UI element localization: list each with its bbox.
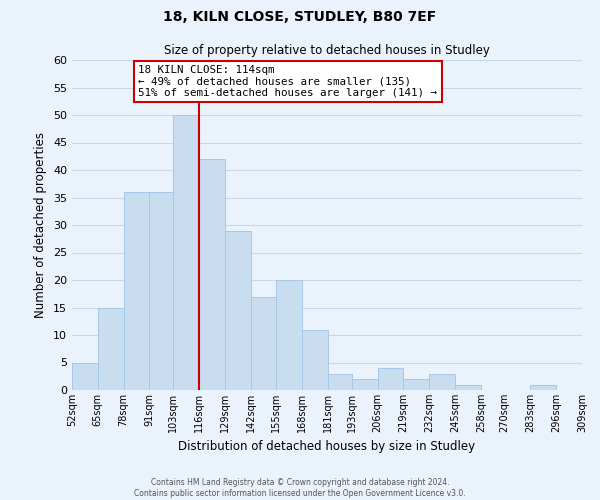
Bar bbox=[72, 362, 98, 390]
Bar bbox=[173, 115, 199, 390]
Bar bbox=[251, 296, 277, 390]
Bar bbox=[124, 192, 149, 390]
Bar bbox=[530, 384, 556, 390]
Bar bbox=[277, 280, 302, 390]
Bar bbox=[225, 230, 251, 390]
Bar bbox=[429, 374, 455, 390]
Bar bbox=[455, 384, 481, 390]
Bar bbox=[328, 374, 352, 390]
Bar bbox=[403, 379, 429, 390]
Bar bbox=[352, 379, 377, 390]
Bar bbox=[98, 308, 124, 390]
Text: 18 KILN CLOSE: 114sqm
← 49% of detached houses are smaller (135)
51% of semi-det: 18 KILN CLOSE: 114sqm ← 49% of detached … bbox=[139, 65, 437, 98]
Text: 18, KILN CLOSE, STUDLEY, B80 7EF: 18, KILN CLOSE, STUDLEY, B80 7EF bbox=[163, 10, 437, 24]
X-axis label: Distribution of detached houses by size in Studley: Distribution of detached houses by size … bbox=[178, 440, 476, 454]
Bar bbox=[302, 330, 328, 390]
Bar bbox=[199, 159, 225, 390]
Bar bbox=[377, 368, 403, 390]
Title: Size of property relative to detached houses in Studley: Size of property relative to detached ho… bbox=[164, 44, 490, 58]
Text: Contains HM Land Registry data © Crown copyright and database right 2024.
Contai: Contains HM Land Registry data © Crown c… bbox=[134, 478, 466, 498]
Bar bbox=[149, 192, 173, 390]
Y-axis label: Number of detached properties: Number of detached properties bbox=[34, 132, 47, 318]
